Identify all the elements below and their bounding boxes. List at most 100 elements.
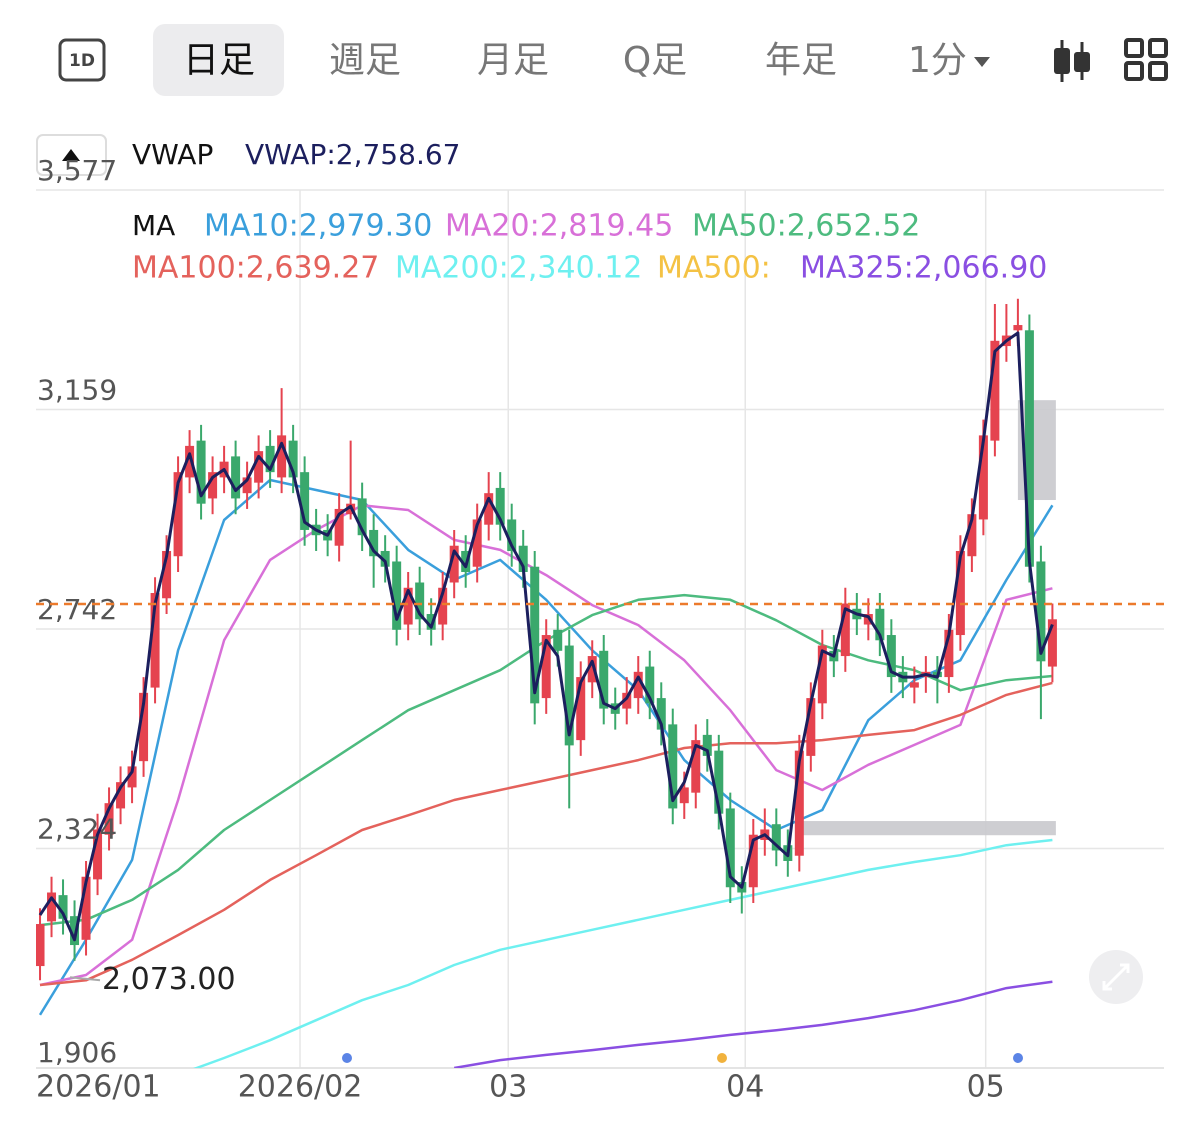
legend-entry[interactable]: MA50:2,652.52 xyxy=(692,209,920,244)
candle-body xyxy=(277,435,287,478)
candle-body xyxy=(162,550,172,599)
candle-body xyxy=(955,550,965,636)
candle-body xyxy=(564,645,574,746)
candle-body xyxy=(139,692,149,762)
legend-entry[interactable]: VWAP:2,758.67 xyxy=(245,138,460,171)
candle-body xyxy=(36,924,45,967)
candle-body xyxy=(116,782,126,809)
candle-body xyxy=(875,608,885,641)
candle-body xyxy=(495,487,505,525)
tab[interactable]: 日足 xyxy=(183,40,255,81)
candle-body xyxy=(254,451,264,483)
legend-title: MA xyxy=(132,209,175,242)
layout-icon[interactable] xyxy=(1124,38,1168,81)
y-tick-label: 3,159 xyxy=(37,374,117,407)
candle-body xyxy=(1036,561,1046,662)
expand-icon xyxy=(1102,963,1130,991)
candle-body xyxy=(668,724,678,809)
interval-icon-label: 1D xyxy=(69,51,95,71)
candle-body xyxy=(725,808,735,888)
candle-body xyxy=(679,787,689,804)
candle-body xyxy=(633,671,643,699)
candle-body xyxy=(392,561,402,630)
candle-body xyxy=(840,603,850,657)
event-dot[interactable] xyxy=(342,1053,352,1063)
legend-entry[interactable]: MA200:2,340.12 xyxy=(395,251,642,286)
candle-body xyxy=(403,587,413,625)
candle-body xyxy=(599,650,609,709)
legend-entry[interactable]: MA325:2,066.90 xyxy=(800,251,1047,286)
dropdown-caret xyxy=(974,57,990,67)
candle-body xyxy=(288,440,298,478)
candle-body xyxy=(150,593,160,688)
candle-body xyxy=(449,545,459,583)
tab[interactable]: 週足 xyxy=(329,40,401,81)
candle-body xyxy=(656,698,666,730)
x-tick-label: 03 xyxy=(489,1070,527,1105)
ma-line xyxy=(38,478,1054,1016)
interval-tab[interactable]: 1分 xyxy=(908,40,967,81)
candle-body xyxy=(967,514,977,557)
interval-icon[interactable] xyxy=(58,38,106,82)
collapse-arrow xyxy=(62,149,80,161)
selected-tab-bg xyxy=(153,24,284,96)
tab[interactable]: 月足 xyxy=(477,40,549,81)
legend-entry[interactable]: MA100:2,639.27 xyxy=(132,251,379,286)
candle-body xyxy=(334,508,344,546)
indicator-name: VWAP xyxy=(132,138,213,171)
candle-body xyxy=(265,445,275,473)
candle-body xyxy=(944,629,954,678)
legend-entry[interactable]: MA500: xyxy=(657,251,771,286)
plot-area xyxy=(36,189,1164,1069)
candle-body xyxy=(415,582,425,620)
tab[interactable]: 年足 xyxy=(765,40,837,81)
y-tick-label: 2,324 xyxy=(37,813,117,846)
candle-body xyxy=(794,750,804,856)
ma-line xyxy=(39,681,1053,987)
candle-body xyxy=(208,472,218,499)
plot-clip xyxy=(36,298,1057,1068)
vwap-line xyxy=(38,331,1054,942)
candle-body xyxy=(576,677,586,741)
legend-entry[interactable]: MA10:2,979.30 xyxy=(204,209,432,244)
candle-body xyxy=(357,498,367,536)
candle-body xyxy=(518,545,528,572)
candle-body xyxy=(196,440,206,504)
legend-entry[interactable]: MA20:2,819.45 xyxy=(445,209,673,244)
candle-body xyxy=(1047,619,1057,667)
candle-body xyxy=(1013,325,1023,331)
candle-body xyxy=(380,550,390,567)
candle-body xyxy=(990,340,1000,441)
candle-body xyxy=(300,472,310,530)
x-tick-label: 2026/01 xyxy=(36,1070,161,1105)
candle-body xyxy=(242,477,252,494)
candle-body xyxy=(541,635,551,699)
candle-body xyxy=(622,692,632,709)
candle-body xyxy=(702,734,712,756)
ma-line xyxy=(453,980,1053,1068)
y-tick-label: 3,577 xyxy=(37,154,117,187)
ma-line xyxy=(193,838,1053,1068)
candle-body xyxy=(104,803,114,835)
candle-body xyxy=(886,635,896,678)
candle-body xyxy=(369,529,379,557)
x-tick-label: 05 xyxy=(967,1070,1005,1105)
tab[interactable]: Q足 xyxy=(623,40,687,81)
tabs: 日足 週足 月足 Q足 年足 xyxy=(183,40,837,81)
candle-body xyxy=(714,750,724,814)
candle-body xyxy=(691,740,701,793)
event-dot[interactable] xyxy=(717,1053,727,1063)
candle-body xyxy=(530,566,540,704)
candle-icon[interactable] xyxy=(1054,40,1090,82)
candle-body xyxy=(81,876,91,940)
event-dot[interactable] xyxy=(1013,1053,1023,1063)
candle-body xyxy=(771,824,781,851)
candle-body xyxy=(748,834,758,888)
candle-body xyxy=(173,472,183,557)
low-label: 2,073.00 xyxy=(102,962,236,997)
candle-body xyxy=(806,698,816,756)
candle-body xyxy=(553,629,563,651)
candle-body xyxy=(817,645,827,704)
